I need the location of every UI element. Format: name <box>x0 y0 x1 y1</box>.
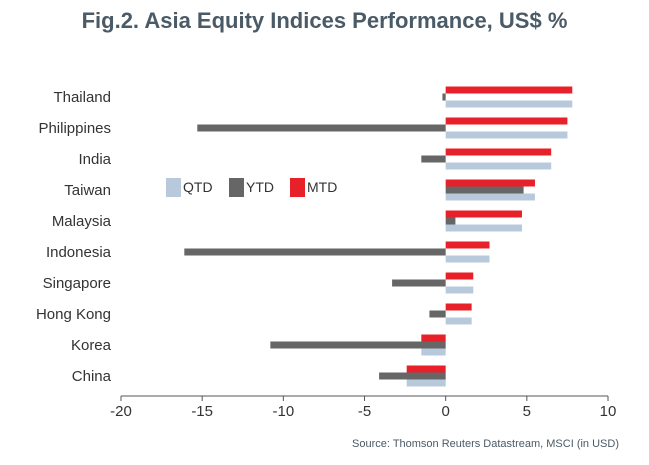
bar-qtd-thailand <box>445 100 573 108</box>
bar-qtd-philippines <box>445 131 568 139</box>
bar-mtd-korea <box>421 334 446 342</box>
category-label-indonesia: Indonesia <box>46 244 112 261</box>
bars-group <box>184 86 573 387</box>
x-tick-label: -20 <box>110 403 132 420</box>
x-tick-label: -15 <box>191 403 213 420</box>
category-label-thailand: Thailand <box>53 89 111 106</box>
category-labels: Thailand Philippines India Taiwan Malaysia In… <box>36 89 112 385</box>
legend: QTD YTD MTD <box>166 178 337 197</box>
bar-qtd-china <box>406 379 446 387</box>
bar-mtd-china <box>406 365 446 373</box>
category-label-korea: Korea <box>71 337 112 354</box>
legend-swatch-ytd <box>229 178 244 197</box>
category-label-india: India <box>78 151 111 168</box>
category-label-singapore: Singapore <box>43 275 111 292</box>
bar-mtd-taiwan <box>445 179 535 187</box>
bar-ytd-hong-kong <box>429 310 446 318</box>
legend-swatch-mtd <box>290 178 305 197</box>
bar-qtd-malaysia <box>445 224 522 232</box>
bar-qtd-taiwan <box>445 193 535 201</box>
legend-label-mtd: MTD <box>307 179 337 195</box>
source-note: Source: Thomson Reuters Datastream, MSCI… <box>352 438 619 450</box>
bar-mtd-philippines <box>445 117 568 125</box>
bar-ytd-thailand <box>442 93 446 101</box>
bar-mtd-malaysia <box>445 210 522 218</box>
bar-qtd-singapore <box>445 286 474 294</box>
bar-mtd-singapore <box>445 272 474 280</box>
bar-ytd-india <box>421 155 446 163</box>
bar-ytd-china <box>379 372 446 380</box>
x-tick-label: 5 <box>523 403 531 420</box>
bar-ytd-singapore <box>392 279 446 287</box>
bar-mtd-india <box>445 148 552 156</box>
bar-ytd-korea <box>270 341 446 349</box>
chart-title: Fig.2. Asia Equity Indices Performance, … <box>81 8 568 33</box>
category-label-hong-kong: Hong Kong <box>36 306 111 323</box>
category-label-philippines: Philippines <box>38 120 111 137</box>
bar-ytd-taiwan <box>445 186 524 194</box>
bar-mtd-indonesia <box>445 241 490 249</box>
bar-mtd-hong-kong <box>445 303 472 311</box>
bar-qtd-korea <box>421 348 446 356</box>
bar-qtd-hong-kong <box>445 317 472 325</box>
bar-ytd-indonesia <box>184 248 446 256</box>
category-label-china: China <box>72 368 112 385</box>
bar-ytd-malaysia <box>445 217 456 225</box>
category-label-taiwan: Taiwan <box>64 182 111 199</box>
bar-qtd-indonesia <box>445 255 490 263</box>
category-label-malaysia: Malaysia <box>52 213 112 230</box>
x-tick-label: 10 <box>600 403 617 420</box>
x-tick-label: 0 <box>441 403 449 420</box>
bar-ytd-philippines <box>197 124 446 132</box>
bar-qtd-india <box>445 162 552 170</box>
legend-label-ytd: YTD <box>246 179 274 195</box>
legend-swatch-qtd <box>166 178 181 197</box>
x-tick-label: -10 <box>272 403 294 420</box>
bar-mtd-thailand <box>445 86 573 94</box>
x-tick-label: -5 <box>358 403 371 420</box>
x-axis: -20 -15 -10 -5 0 5 10 <box>110 395 617 420</box>
legend-label-qtd: QTD <box>183 179 213 195</box>
